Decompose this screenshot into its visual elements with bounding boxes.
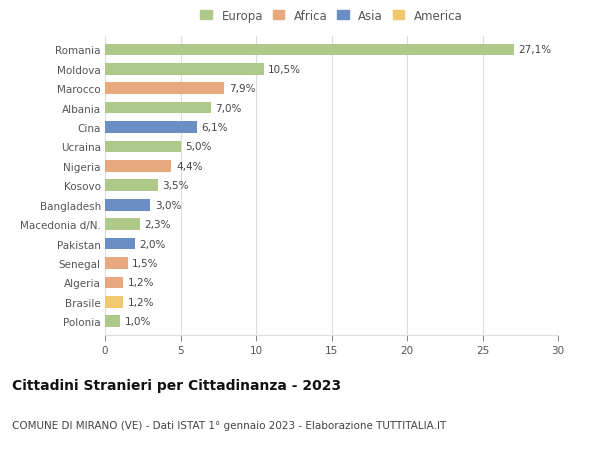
- Text: 27,1%: 27,1%: [519, 45, 552, 55]
- Bar: [105, 180, 158, 192]
- Text: 5,0%: 5,0%: [185, 142, 211, 152]
- Text: 1,2%: 1,2%: [128, 297, 154, 307]
- Text: 6,1%: 6,1%: [202, 123, 228, 133]
- Text: COMUNE DI MIRANO (VE) - Dati ISTAT 1° gennaio 2023 - Elaborazione TUTTITALIA.IT: COMUNE DI MIRANO (VE) - Dati ISTAT 1° ge…: [12, 420, 446, 430]
- Text: 3,5%: 3,5%: [163, 181, 189, 191]
- Bar: [105, 122, 197, 134]
- Text: 1,5%: 1,5%: [132, 258, 158, 269]
- Bar: [105, 297, 123, 308]
- Bar: [105, 83, 224, 95]
- Text: 1,0%: 1,0%: [125, 317, 151, 326]
- Bar: [105, 316, 120, 327]
- Bar: [105, 219, 140, 230]
- Text: 2,3%: 2,3%: [144, 220, 171, 230]
- Bar: [105, 45, 514, 56]
- Text: 3,0%: 3,0%: [155, 200, 181, 210]
- Bar: [105, 200, 151, 211]
- Bar: [105, 141, 181, 153]
- Bar: [105, 277, 123, 289]
- Text: 7,9%: 7,9%: [229, 84, 256, 94]
- Text: 1,2%: 1,2%: [128, 278, 154, 288]
- Text: 10,5%: 10,5%: [268, 65, 301, 75]
- Text: 7,0%: 7,0%: [215, 103, 242, 113]
- Bar: [105, 64, 263, 75]
- Bar: [105, 257, 128, 269]
- Bar: [105, 238, 135, 250]
- Text: Cittadini Stranieri per Cittadinanza - 2023: Cittadini Stranieri per Cittadinanza - 2…: [12, 379, 341, 392]
- Text: 4,4%: 4,4%: [176, 162, 202, 172]
- Legend: Europa, Africa, Asia, America: Europa, Africa, Asia, America: [198, 7, 465, 25]
- Text: 2,0%: 2,0%: [140, 239, 166, 249]
- Bar: [105, 161, 172, 172]
- Bar: [105, 103, 211, 114]
